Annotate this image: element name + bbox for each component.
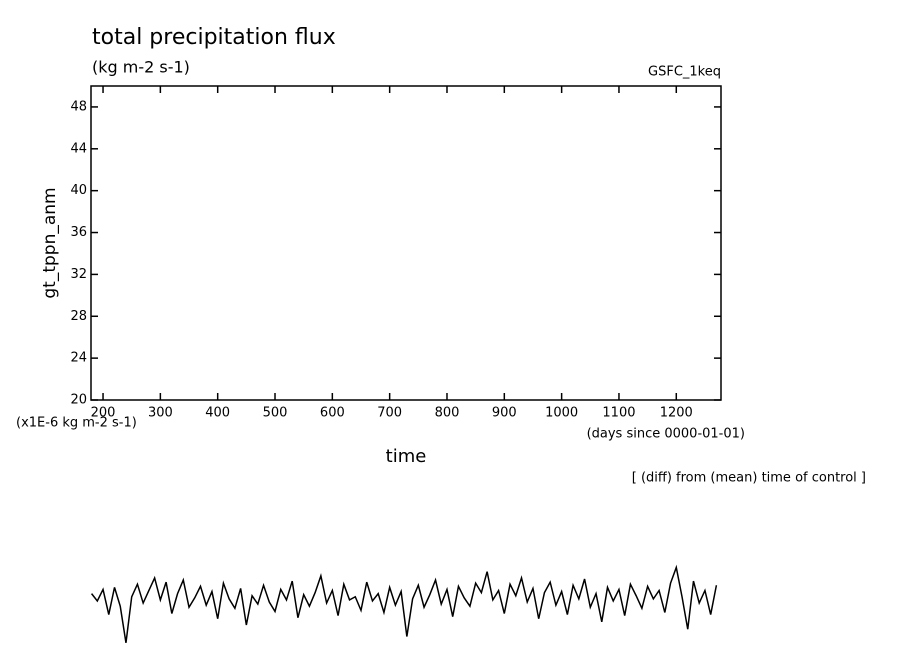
y-axis-label: gt_tppn_anm <box>40 187 60 298</box>
x-tick-label: 900 <box>492 406 517 421</box>
x-tick-label: 700 <box>377 406 402 421</box>
x-tick-label: 300 <box>148 406 173 421</box>
y-tick-label: 32 <box>70 267 87 282</box>
y-unit: (x1E-6 kg m-2 s-1) <box>16 416 137 431</box>
y-tick-label: 24 <box>70 351 87 366</box>
x-axis-label: time <box>386 446 427 467</box>
x-tick-label: 500 <box>263 406 288 421</box>
plot-frame <box>90 85 722 401</box>
x-tick-label: 200 <box>91 406 116 421</box>
chart-title: total precipitation flux <box>92 25 336 50</box>
x-tick-label: 600 <box>320 406 345 421</box>
source-label: GSFC_1keq <box>648 65 721 80</box>
x-tick-label: 800 <box>435 406 460 421</box>
y-tick-label: 40 <box>70 183 87 198</box>
data-line <box>90 564 718 643</box>
note: [ (diff) from (mean) time of control ] <box>632 471 866 486</box>
y-tick-label: 44 <box>70 141 87 156</box>
y-tick-label: 48 <box>70 99 87 114</box>
x-tick-label: 1200 <box>660 406 693 421</box>
y-tick-label: 20 <box>70 393 87 408</box>
y-tick-label: 36 <box>70 225 87 240</box>
x-unit: (days since 0000-01-01) <box>587 427 745 442</box>
x-tick-label: 400 <box>205 406 230 421</box>
x-tick-label: 1100 <box>602 406 635 421</box>
y-tick-label: 28 <box>70 309 87 324</box>
x-tick-label: 1000 <box>545 406 578 421</box>
chart-subtitle: (kg m-2 s-1) <box>92 58 190 77</box>
